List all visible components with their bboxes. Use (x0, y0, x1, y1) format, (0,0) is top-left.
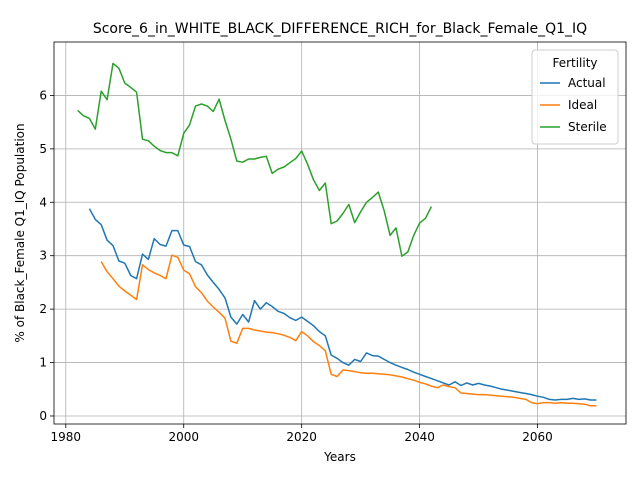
series-line-ideal (100, 254, 597, 407)
y-tick-label: 3 (39, 249, 47, 263)
x-tick-label: 2000 (168, 430, 199, 444)
legend-box (531, 49, 619, 145)
y-tick-label: 2 (39, 302, 47, 316)
grid (54, 42, 626, 424)
y-tick-label: 0 (39, 409, 47, 423)
y-tick-label: 6 (39, 88, 47, 102)
x-tick-label: 2060 (522, 430, 553, 444)
legend-label-ideal: Ideal (568, 98, 597, 112)
series-line-sterile (77, 62, 433, 257)
legend-title: Fertility (552, 56, 597, 70)
x-tick-label: 2040 (404, 430, 435, 444)
x-axis-label: Years (323, 450, 356, 464)
x-tick-label: 2020 (286, 430, 317, 444)
y-tick-label: 1 (39, 356, 47, 370)
axes-frame (53, 41, 627, 425)
x-tick-label: 1980 (51, 430, 82, 444)
legend: Fertility Actual Ideal Sterile (531, 49, 619, 145)
chart-title: Score_6_in_WHITE_BLACK_DIFFERENCE_RICH_f… (93, 21, 587, 37)
legend-label-sterile: Sterile (568, 120, 607, 134)
axis-ticks: 1980 2000 2020 2040 2060 0 1 2 3 4 5 6 (39, 88, 552, 444)
legend-label-actual: Actual (568, 76, 606, 90)
y-tick-label: 5 (39, 142, 47, 156)
series-line-actual (88, 208, 597, 401)
y-axis-label: % of Black_Female Q1_IQ Population (13, 123, 27, 342)
series-lines (77, 62, 597, 407)
y-tick-label: 4 (39, 195, 47, 209)
